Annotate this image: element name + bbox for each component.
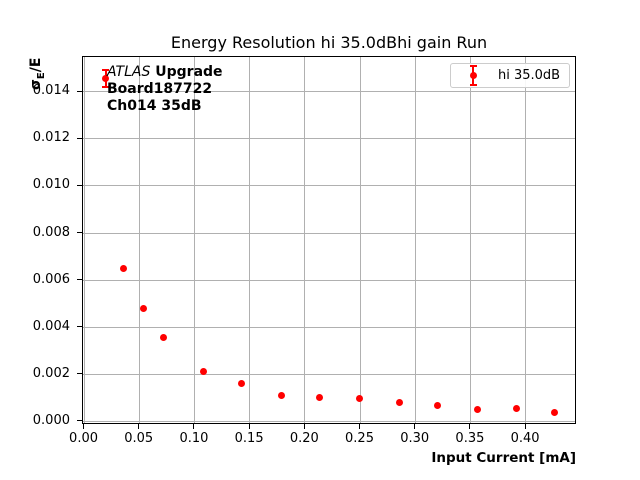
y-tick-label: 0.004 [32, 318, 70, 334]
y-axis-label-subscript: E [35, 72, 47, 80]
x-tick-label: 0.10 [179, 431, 209, 446]
annotation-channel: Ch014 35dB [107, 98, 202, 114]
annotation-line-1: ATLAS Upgrade [107, 64, 223, 81]
data-point [277, 392, 285, 400]
x-gridline [249, 57, 251, 423]
y-tick-mark [77, 184, 82, 186]
x-tick-label: 0.15 [234, 431, 264, 446]
data-point [434, 401, 442, 409]
data-point [474, 406, 482, 414]
chart-title: Energy Resolution hi 35.0dBhi gain Run [170, 33, 488, 52]
legend-marker-dot [469, 72, 477, 79]
annotation-block: ATLAS Upgrade Board187722 Ch014 35dB [107, 64, 223, 115]
y-tick-label: 0.012 [32, 130, 70, 146]
y-tick-mark [77, 232, 82, 234]
y-tick-label: 0.008 [32, 224, 70, 240]
data-point [316, 394, 324, 402]
data-point [120, 265, 128, 273]
y-tick-mark [77, 326, 82, 328]
legend-errorbar-marker-icon [451, 64, 497, 87]
annotation-board: Board187722 [107, 81, 213, 97]
y-tick-label: 0.000 [32, 412, 70, 428]
y-tick-label: 0.006 [32, 271, 70, 287]
x-gridline [414, 57, 416, 423]
x-tick-label: 0.35 [455, 431, 485, 446]
data-point [159, 333, 167, 341]
y-gridline [83, 326, 575, 328]
y-tick-label: 0.014 [32, 83, 70, 99]
x-gridline [83, 57, 85, 423]
x-tick-mark [414, 424, 416, 429]
y-tick-mark [77, 373, 82, 375]
x-gridline [469, 57, 471, 423]
x-tick-mark [469, 424, 471, 429]
data-point [102, 74, 110, 82]
y-axis-label-suffix: /E [28, 57, 44, 73]
legend-entry-label: hi 35.0dB [498, 68, 561, 83]
y-tick-mark [77, 90, 82, 92]
x-tick-mark [83, 424, 85, 429]
legend: hi 35.0dB [450, 63, 570, 88]
x-tick-label: 0.40 [510, 431, 540, 446]
x-tick-label: 0.00 [69, 431, 98, 446]
x-gridline [193, 57, 195, 423]
data-point [551, 408, 559, 416]
y-gridline [83, 373, 575, 375]
y-gridline [83, 91, 575, 93]
x-tick-mark [138, 424, 140, 429]
data-point [395, 399, 403, 407]
plot-area: ATLAS Upgrade Board187722 Ch014 35dB [82, 56, 576, 424]
x-gridline [304, 57, 306, 423]
errorbar-cap-top [102, 68, 110, 71]
y-gridline [83, 185, 575, 187]
x-tick-mark [359, 424, 361, 429]
y-gridline [83, 420, 575, 422]
y-gridline [83, 232, 575, 234]
data-point [140, 305, 148, 313]
y-tick-mark [77, 420, 82, 422]
y-tick-mark [77, 279, 82, 281]
y-tick-label: 0.002 [32, 365, 70, 381]
x-tick-label: 0.20 [289, 431, 319, 446]
data-point [237, 380, 245, 388]
x-gridline [359, 57, 361, 423]
legend-marker-cap-bottom [469, 84, 477, 86]
x-tick-mark [193, 424, 195, 429]
x-tick-label: 0.05 [124, 431, 154, 446]
x-axis-label: Input Current [mA] [431, 450, 576, 466]
x-tick-label: 0.25 [345, 431, 374, 446]
legend-marker-cap-top [469, 65, 477, 67]
data-point [512, 405, 520, 413]
x-tick-mark [303, 424, 305, 429]
y-tick-label: 0.010 [32, 177, 70, 193]
y-tick-mark [77, 137, 82, 139]
x-gridline [138, 57, 140, 423]
x-gridline [525, 57, 527, 423]
x-tick-mark [524, 424, 526, 429]
x-tick-label: 0.30 [400, 431, 430, 446]
errorbar-cap-bottom [102, 85, 110, 88]
data-point [355, 395, 363, 403]
annotation-experiment: ATLAS [107, 64, 151, 80]
annotation-experiment-suffix: Upgrade [150, 64, 223, 80]
y-gridline [83, 279, 575, 281]
y-gridline [83, 138, 575, 140]
x-tick-mark [248, 424, 250, 429]
data-point [200, 367, 208, 375]
